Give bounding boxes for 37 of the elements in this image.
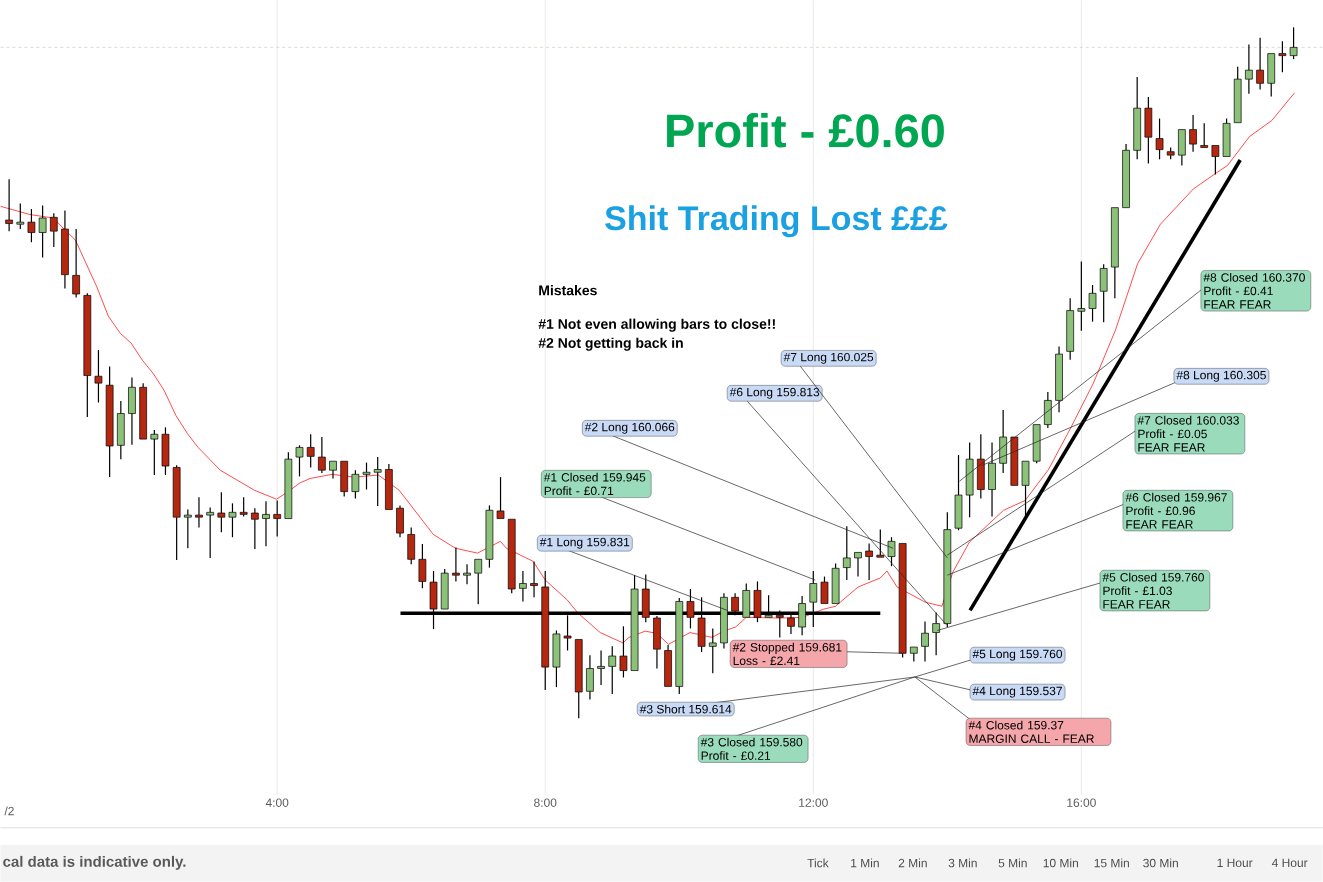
text: 3 Min (948, 858, 977, 868)
annotation: #4 Long 159.537 (972, 686, 1062, 698)
x-tick-label: 12:00 (799, 798, 828, 807)
annotation: #1 Not even allowing bars to close!! (538, 318, 775, 332)
text: cal data is indicative only. (3, 855, 186, 870)
annotation: #7 Long 160.025 (783, 352, 874, 364)
annotation: #3 Short 159.614 (639, 704, 732, 714)
x-tick-label: 8:00 (534, 798, 557, 807)
x-tick-label: 16:00 (1067, 798, 1096, 807)
annotation: #2 Long 160.066 (584, 422, 675, 434)
annotation: #1 Closed 159.945 Profit - £0.71 (543, 472, 646, 496)
annotation: #8 Closed 160.370 Profit - £0.41 FEAR FEAR (1203, 272, 1305, 309)
text: 30 Min (1143, 858, 1178, 868)
text: Profit - £0.60 (667, 113, 944, 148)
text: 5 Min (998, 858, 1027, 868)
text: 10 Min (1043, 858, 1078, 868)
text: Tick (807, 858, 829, 868)
annotation: #6 Closed 159.967 Profit - £0.96 FEAR FEAR (1125, 492, 1227, 529)
text: #3 Closed 159.580 Profit - £0.21 (700, 737, 803, 760)
text: 4 Hour (1271, 858, 1308, 868)
annotation: #5 Long 159.760 (972, 649, 1063, 661)
annotation: #7 Closed 160.033 Profit - £0.05 FEAR FEAR (1137, 415, 1239, 452)
text: Shit Trading Lost £££ (605, 205, 948, 238)
annotation: #8 Long 160.305 (1176, 370, 1266, 382)
annotation: #2 Stopped 159.681 Loss - £2.41 (732, 642, 842, 666)
text: 2 Min (898, 858, 927, 868)
text: /2 (4, 806, 14, 816)
annotation: #1 Long 159.831 (539, 537, 630, 549)
x-tick-label: 4:00 (265, 798, 289, 807)
annotation: #2 Not getting back in (538, 337, 683, 351)
annotation: #5 Closed 159.760 Profit - £1.03 FEAR FEAR (1102, 572, 1204, 609)
text: 1 Hour (1217, 858, 1253, 868)
text: 15 Min (1094, 858, 1129, 868)
text: 1 Min (851, 858, 879, 868)
annotation: #6 Long 159.813 (729, 387, 820, 399)
text: #4 Closed 159.37 MARGIN CALL - FEAR (968, 720, 1094, 744)
annotation: Mistakes (539, 285, 597, 296)
